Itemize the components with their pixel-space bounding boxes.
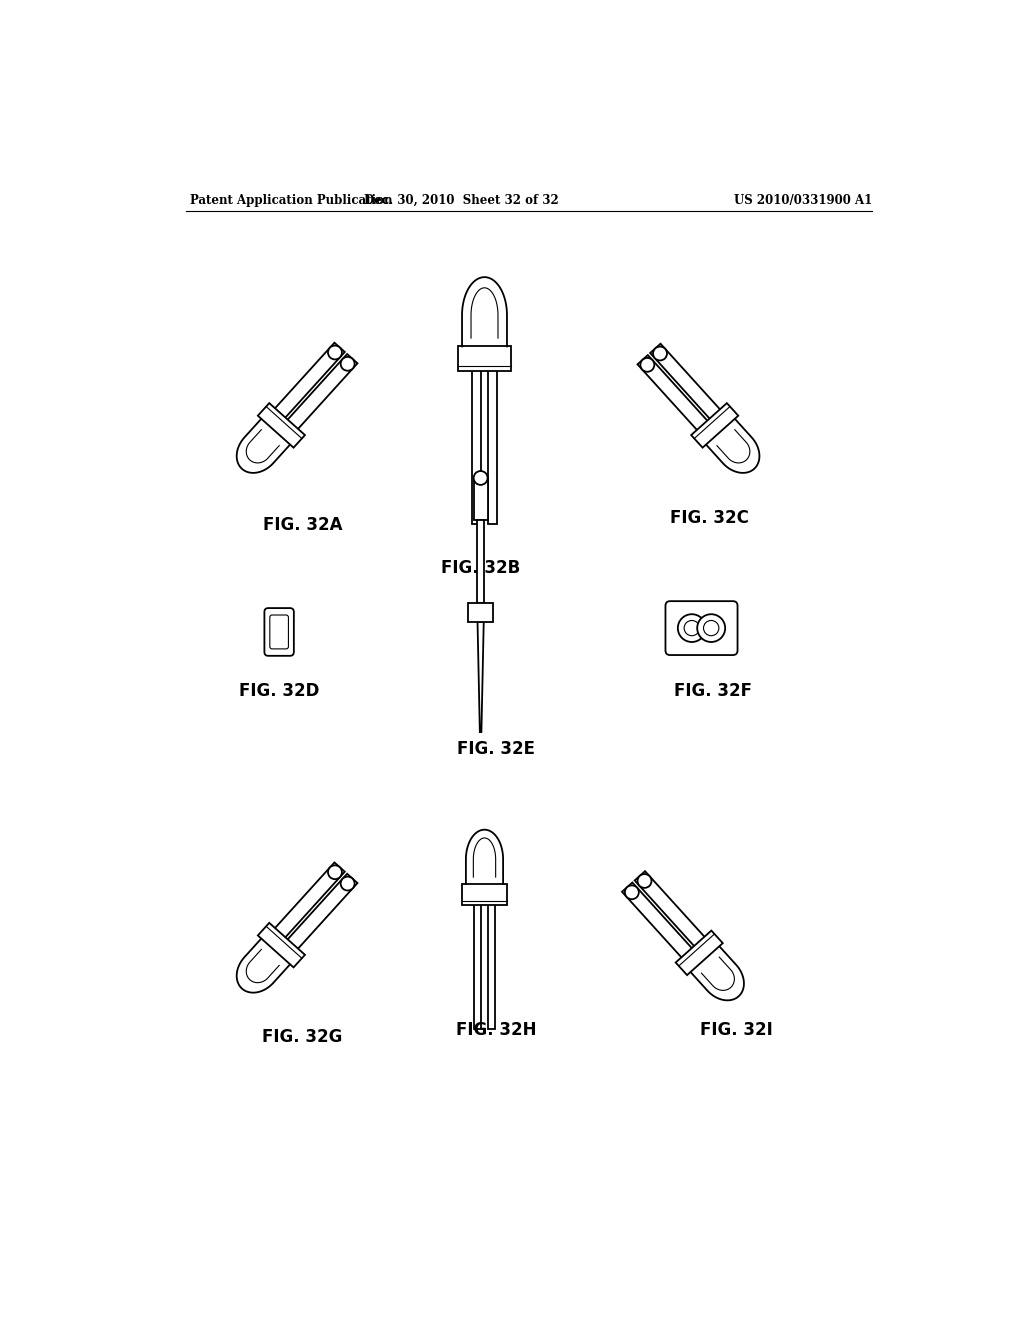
- Polygon shape: [676, 931, 723, 975]
- Text: FIG. 32B: FIG. 32B: [441, 558, 520, 577]
- Bar: [462, 883, 507, 906]
- Bar: [458, 346, 511, 371]
- Text: FIG. 32A: FIG. 32A: [262, 516, 342, 535]
- Text: FIG. 32C: FIG. 32C: [670, 508, 749, 527]
- Polygon shape: [258, 923, 305, 968]
- Circle shape: [640, 358, 654, 372]
- Polygon shape: [635, 871, 713, 954]
- Bar: [477, 520, 484, 603]
- Text: US 2010/0331900 A1: US 2010/0331900 A1: [734, 194, 872, 207]
- Polygon shape: [638, 355, 716, 438]
- Bar: [487, 363, 497, 524]
- Polygon shape: [280, 354, 357, 438]
- Polygon shape: [280, 874, 357, 957]
- Circle shape: [341, 876, 354, 891]
- Text: FIG. 32F: FIG. 32F: [674, 682, 752, 700]
- Circle shape: [653, 347, 667, 360]
- Bar: [468, 603, 493, 622]
- FancyBboxPatch shape: [666, 601, 737, 655]
- Bar: [474, 478, 487, 520]
- Circle shape: [684, 620, 699, 636]
- Ellipse shape: [474, 471, 487, 484]
- Polygon shape: [622, 883, 699, 966]
- Circle shape: [703, 620, 719, 636]
- Circle shape: [328, 866, 342, 879]
- Polygon shape: [650, 343, 728, 428]
- Polygon shape: [477, 622, 483, 733]
- Text: FIG. 32E: FIG. 32E: [457, 739, 536, 758]
- Text: FIG. 32I: FIG. 32I: [700, 1020, 773, 1039]
- Bar: [474, 898, 481, 1028]
- Text: Dec. 30, 2010  Sheet 32 of 32: Dec. 30, 2010 Sheet 32 of 32: [364, 194, 559, 207]
- Text: Patent Application Publication: Patent Application Publication: [190, 194, 392, 207]
- Bar: [472, 363, 481, 524]
- Polygon shape: [258, 403, 305, 447]
- Polygon shape: [691, 403, 738, 447]
- Polygon shape: [267, 343, 345, 426]
- Bar: [487, 898, 496, 1028]
- Text: FIG. 32D: FIG. 32D: [239, 682, 319, 700]
- Text: FIG. 32H: FIG. 32H: [456, 1020, 537, 1039]
- FancyBboxPatch shape: [270, 615, 289, 649]
- Circle shape: [697, 614, 725, 642]
- Polygon shape: [267, 862, 345, 946]
- FancyBboxPatch shape: [264, 609, 294, 656]
- Circle shape: [341, 356, 354, 371]
- Circle shape: [625, 886, 639, 899]
- Circle shape: [678, 614, 706, 642]
- Text: FIG. 32G: FIG. 32G: [262, 1028, 343, 1047]
- Circle shape: [328, 346, 342, 359]
- Circle shape: [638, 874, 651, 888]
